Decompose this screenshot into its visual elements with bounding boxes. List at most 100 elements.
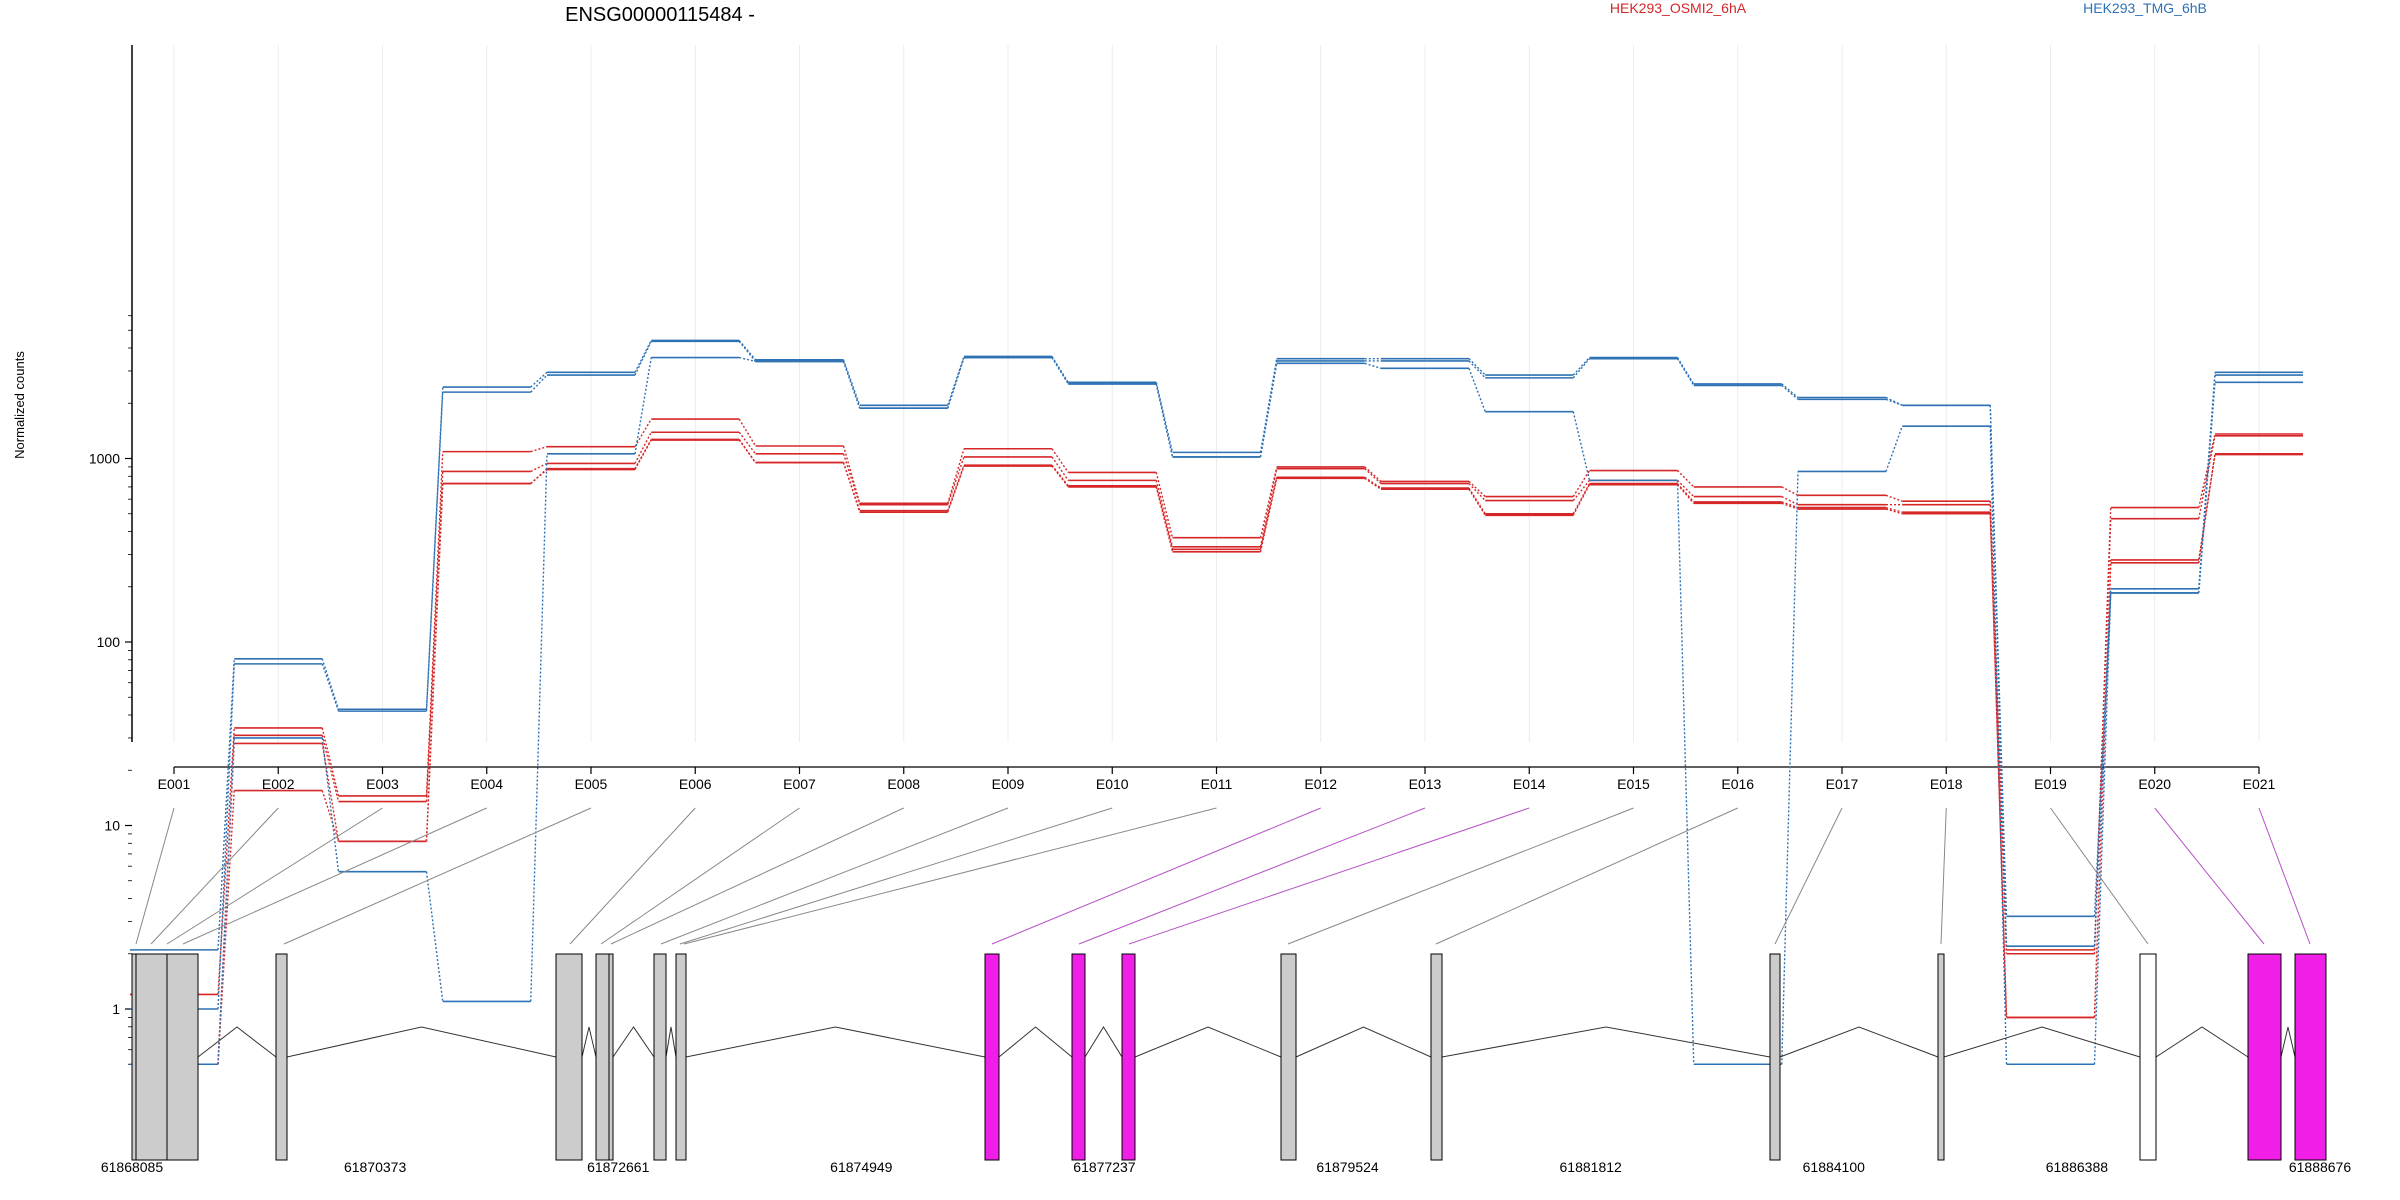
gridlines [173, 45, 2260, 742]
intron [1295, 1026, 1432, 1058]
series-connector [1885, 494, 1903, 502]
series-connector [321, 735, 340, 802]
coordinate-label: 61884100 [1803, 1159, 1866, 1175]
series-connector [1781, 501, 1799, 509]
intron [2155, 1026, 2249, 1058]
exon-connector [2154, 807, 2265, 945]
exon-connector [135, 807, 175, 945]
exon [595, 953, 610, 1161]
series-connector [321, 737, 340, 872]
coordinate-label: 61872661 [587, 1159, 650, 1175]
chart-title: ENSG00000115484 - [565, 4, 755, 26]
exon-connector [182, 807, 487, 945]
series-connector [2093, 588, 2112, 917]
exon-connector [660, 807, 1009, 945]
series-connector [1781, 383, 1799, 399]
series-connector [634, 357, 652, 454]
series-connector [1468, 488, 1486, 516]
series-connector [842, 462, 861, 513]
x-tick-label: E001 [158, 776, 191, 792]
series-connector [1468, 358, 1486, 376]
intron [197, 1026, 277, 1058]
intron [665, 1026, 677, 1058]
series-connector [321, 663, 340, 712]
exon-connector [610, 807, 904, 945]
series-connector [842, 453, 861, 505]
series-connector [1676, 357, 1695, 385]
series-connector [1051, 456, 1069, 481]
series-connector [217, 658, 235, 950]
coordinate-label: 61870373 [344, 1159, 407, 1175]
exon [131, 953, 137, 1161]
exon [1280, 953, 1297, 1161]
exon [608, 953, 614, 1161]
x-tick-label: E019 [2034, 776, 2067, 792]
series-connector [321, 658, 340, 710]
x-tick-label: E009 [992, 776, 1025, 792]
series-connector [2093, 592, 2112, 947]
series-connector [217, 727, 235, 995]
coordinate-label: 61877237 [1073, 1159, 1136, 1175]
x-tick-label: E006 [679, 776, 712, 792]
x-tick-label: E020 [2138, 776, 2171, 792]
series-connector [1468, 487, 1486, 515]
series-connector [1468, 368, 1486, 412]
exon-connector [679, 807, 1113, 945]
series-connector [1781, 384, 1799, 400]
series-connector [1364, 477, 1382, 490]
series-connector [530, 446, 548, 453]
exon-connector [1287, 807, 1634, 945]
series-connector [530, 468, 548, 485]
exon-connector [1128, 807, 1530, 945]
intron [1779, 1026, 1939, 1058]
series-connector [1885, 425, 1903, 472]
series-connector [321, 790, 340, 842]
x-tick-label: E003 [366, 776, 399, 792]
coordinate-label: 61886388 [2046, 1159, 2109, 1175]
intron [1134, 1026, 1282, 1058]
x-tick-label: E013 [1409, 776, 1442, 792]
series-connector [842, 445, 861, 504]
series-connector [1572, 411, 1591, 481]
series-connector [738, 439, 757, 463]
x-tick-label: E017 [1826, 776, 1859, 792]
coordinate-label: 61881812 [1560, 1159, 1623, 1175]
intron [286, 1026, 557, 1058]
series-connector [1259, 363, 1278, 458]
coordinate-label: 61868085 [101, 1159, 164, 1175]
series-connector [530, 469, 548, 485]
exon [653, 953, 667, 1161]
series-connector [1259, 478, 1278, 552]
series-connector [1155, 485, 1174, 550]
series-connector [1989, 405, 2008, 947]
x-tick-label: E010 [1096, 776, 1129, 792]
series-connector [1364, 468, 1382, 485]
series-connector [1676, 480, 1695, 1065]
x-tick-label: E015 [1617, 776, 1650, 792]
intron [2280, 1026, 2296, 1058]
series-connector [1259, 466, 1278, 538]
series-connector [1572, 484, 1591, 516]
series-connector [947, 448, 965, 504]
exon [166, 953, 199, 1161]
series-connector [947, 456, 965, 505]
series-connector [1051, 448, 1069, 473]
gene-model: 61868085 61870373 61872661 61874949 61877237… [101, 953, 2351, 1175]
x-tick-label: E021 [2243, 776, 2276, 792]
series-connector [425, 451, 444, 796]
x-tick-label: E007 [783, 776, 816, 792]
series-connector [530, 371, 548, 388]
x-tick-label: E004 [470, 776, 503, 792]
exon-connector [2258, 807, 2311, 945]
series-connector [425, 387, 444, 710]
series-connector [634, 418, 652, 448]
axes: 1 10 100 1000 E001 E002 E003 E004 E005 E006 E007 E0… [89, 45, 2276, 1065]
series-connector [738, 339, 757, 361]
exon-connector [1940, 807, 1947, 945]
series-connector [634, 431, 652, 464]
exon-highlighted [1121, 953, 1136, 1161]
exon [1769, 953, 1781, 1161]
series-connector [1781, 471, 1799, 1065]
exon-highlighted [1071, 953, 1086, 1161]
